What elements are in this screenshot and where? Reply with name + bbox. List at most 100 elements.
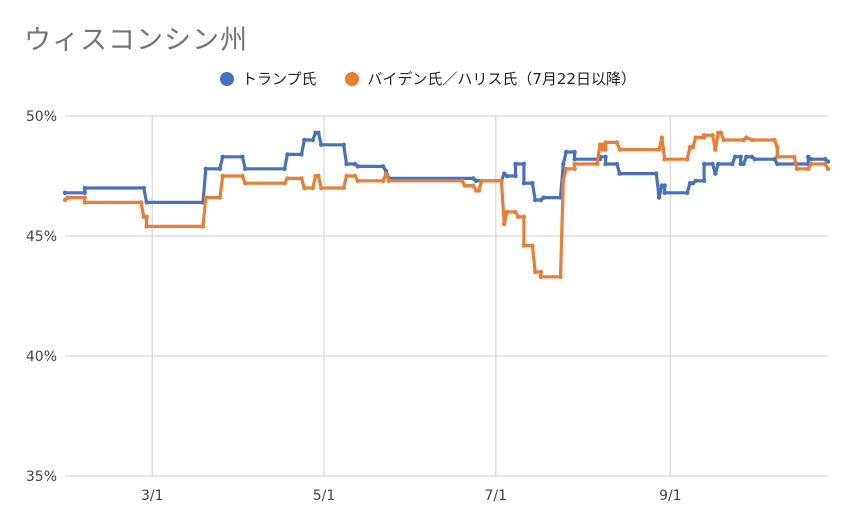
data-point — [82, 200, 87, 205]
data-point — [383, 171, 389, 176]
legend-marker-trump — [220, 71, 234, 86]
data-point — [217, 166, 223, 171]
data-point — [62, 190, 68, 195]
data-point — [744, 135, 749, 140]
data-point — [741, 161, 746, 167]
data-point — [65, 195, 71, 200]
data-point — [794, 166, 800, 171]
data-point — [220, 173, 225, 179]
data-point — [541, 195, 546, 200]
data-point — [352, 173, 358, 179]
data-point — [572, 166, 577, 171]
data-point — [721, 137, 727, 143]
data-point — [662, 157, 667, 162]
data-point — [240, 154, 245, 159]
data-point — [775, 161, 780, 167]
data-point — [701, 133, 707, 138]
legend-item-trump[interactable]: トランプ氏 — [220, 68, 317, 89]
data-point — [310, 185, 315, 191]
data-point — [532, 269, 538, 275]
data-point — [282, 181, 287, 186]
data-point — [521, 161, 527, 167]
data-point — [144, 224, 149, 229]
data-point — [386, 178, 391, 183]
data-point — [220, 154, 225, 159]
data-point — [730, 161, 735, 167]
data-point — [603, 140, 608, 145]
data-point — [701, 161, 707, 167]
y-tick-label: 45% — [26, 229, 57, 245]
data-point — [656, 147, 662, 152]
data-point — [513, 173, 518, 179]
data-point — [822, 161, 828, 167]
data-point — [662, 190, 667, 195]
x-tick-label: 9/1 — [659, 488, 682, 504]
data-point — [203, 166, 208, 171]
data-point — [200, 224, 206, 229]
data-point — [775, 154, 780, 159]
data-point — [530, 243, 535, 248]
data-point — [144, 214, 149, 219]
data-point — [718, 130, 724, 135]
data-point — [744, 154, 749, 159]
x-tick-label: 5/1 — [313, 488, 336, 504]
legend-label-biden-harris: バイデン氏／ハリス氏（7月22日以降） — [367, 70, 636, 88]
data-point — [775, 145, 780, 150]
legend: トランプ氏 バイデン氏／ハリス氏（7月22日以降） — [0, 68, 856, 90]
data-point — [316, 130, 321, 135]
data-point — [513, 209, 518, 215]
data-point — [144, 200, 149, 205]
data-point — [825, 166, 831, 171]
data-point — [572, 161, 577, 167]
data-point — [713, 147, 718, 152]
data-point — [772, 137, 777, 143]
data-point — [710, 133, 715, 138]
data-point — [299, 176, 304, 181]
data-point — [614, 161, 620, 167]
data-point — [471, 183, 476, 188]
data-point — [319, 185, 324, 191]
y-tick-label: 50% — [26, 109, 57, 125]
data-point — [513, 161, 518, 167]
data-point — [459, 178, 465, 183]
data-point — [738, 154, 743, 159]
y-tick-label: 40% — [26, 349, 57, 365]
data-point — [138, 200, 144, 205]
data-point — [479, 178, 484, 183]
data-point — [299, 152, 304, 157]
legend-item-biden-harris[interactable]: バイデン氏／ハリス氏（7月22日以降） — [345, 68, 636, 89]
series-line-biden-harris — [63, 131, 830, 279]
data-point — [538, 269, 544, 275]
data-point — [502, 221, 507, 227]
data-point — [355, 178, 361, 183]
data-point — [656, 195, 662, 200]
data-point — [561, 178, 566, 183]
x-tick-label: 3/1 — [141, 488, 164, 504]
data-point — [808, 157, 814, 162]
data-point — [504, 173, 510, 179]
data-point — [141, 185, 147, 191]
data-point — [521, 243, 527, 248]
data-point — [715, 161, 721, 167]
data-point — [563, 149, 569, 155]
data-point — [282, 166, 287, 171]
data-point — [476, 188, 482, 193]
x-tick-label: 7/1 — [485, 488, 508, 504]
data-point — [563, 166, 569, 171]
data-point — [240, 173, 245, 179]
data-point — [572, 149, 577, 155]
data-point — [217, 195, 223, 200]
data-point — [380, 178, 386, 183]
data-point — [499, 178, 504, 183]
data-point — [690, 145, 696, 150]
data-point — [792, 154, 797, 159]
data-point — [380, 164, 386, 169]
data-point — [603, 161, 608, 167]
y-tick-label: 35% — [26, 469, 57, 485]
data-point — [732, 154, 738, 159]
data-point — [82, 185, 87, 191]
data-point — [538, 274, 544, 279]
data-point — [558, 274, 563, 279]
data-point — [808, 161, 814, 167]
